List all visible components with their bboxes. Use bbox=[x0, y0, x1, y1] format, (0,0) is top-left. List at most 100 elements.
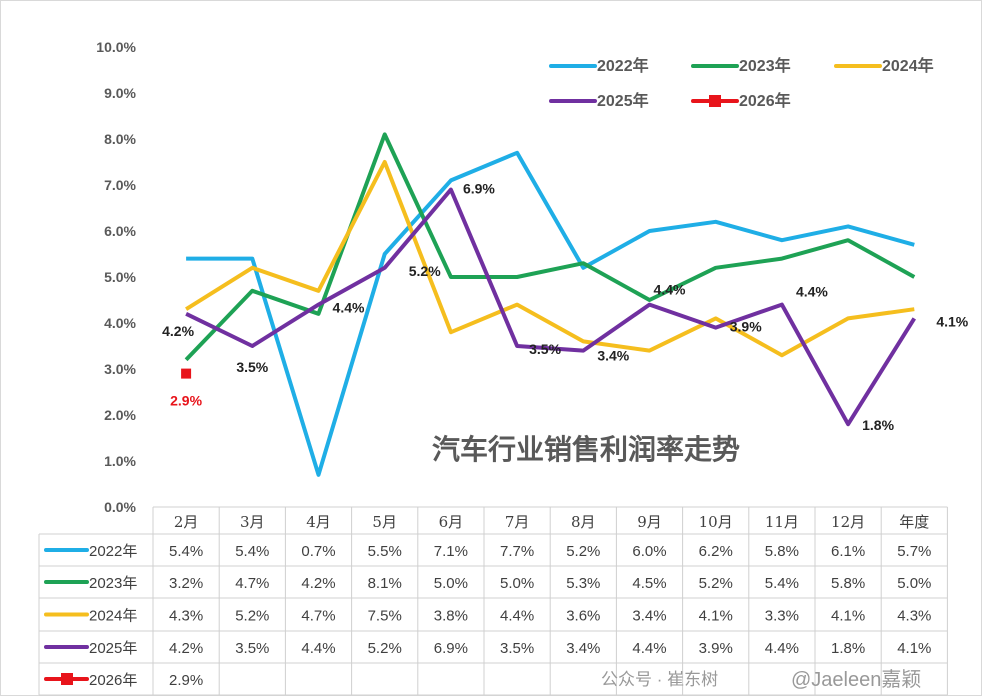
y-tick-label: 2.0% bbox=[104, 407, 136, 423]
legend-label: 2025年 bbox=[597, 91, 649, 110]
data-label: 4.4% bbox=[654, 282, 686, 298]
data-label: 4.1% bbox=[936, 313, 968, 329]
table-cell: 4.7% bbox=[301, 608, 335, 625]
table-header-cell: 8月 bbox=[571, 513, 596, 531]
table-cell: 5.2% bbox=[235, 608, 269, 625]
watermark-text: 公众号 · 崔东树 bbox=[601, 670, 718, 689]
data-label: 3.5% bbox=[529, 341, 561, 357]
data-label: 4.4% bbox=[796, 284, 828, 300]
table-cell: 2.9% bbox=[169, 672, 203, 689]
legend-label: 2023年 bbox=[739, 56, 791, 75]
table-cell: 5.8% bbox=[831, 575, 865, 592]
table-cell: 5.3% bbox=[566, 575, 600, 592]
table-header-cell: 10月 bbox=[699, 513, 733, 531]
y-tick-label: 3.0% bbox=[104, 361, 136, 377]
table-cell: 3.2% bbox=[169, 575, 203, 592]
table-header-cell: 12月 bbox=[831, 513, 865, 531]
data-label: 3.4% bbox=[597, 348, 629, 364]
table-cell: 5.0% bbox=[434, 575, 468, 592]
table-cell: 3.6% bbox=[566, 608, 600, 625]
table-cell: 4.3% bbox=[169, 608, 203, 625]
table-cell: 4.4% bbox=[301, 640, 335, 657]
series-line-2024年 bbox=[185, 160, 915, 358]
series-line-2022年 bbox=[186, 150, 915, 477]
table-cell: 5.7% bbox=[897, 543, 931, 560]
legend-label: 2024年 bbox=[882, 56, 934, 75]
legend-label: 2022年 bbox=[597, 56, 649, 75]
data-point-marker bbox=[181, 368, 192, 379]
table-cell: 7.5% bbox=[368, 608, 402, 625]
table-cell: 6.9% bbox=[434, 640, 468, 657]
data-label: 3.5% bbox=[236, 359, 268, 375]
data-label: 4.4% bbox=[333, 300, 365, 316]
legend-marker bbox=[709, 95, 721, 107]
series-line-2023年 bbox=[184, 132, 916, 362]
y-tick-label: 5.0% bbox=[104, 269, 136, 285]
table-cell: 6.0% bbox=[632, 543, 666, 560]
table-cell: 4.4% bbox=[765, 640, 799, 657]
table-header-cell: 7月 bbox=[505, 513, 530, 531]
table-cell: 3.9% bbox=[699, 640, 733, 657]
table-row-label: 2022年 bbox=[89, 543, 137, 560]
table-cell: 6.1% bbox=[831, 543, 865, 560]
table-row-label: 2026年 bbox=[89, 672, 137, 689]
table-cell: 5.0% bbox=[500, 575, 534, 592]
table-cell: 4.5% bbox=[632, 575, 666, 592]
table-cell: 4.4% bbox=[500, 608, 534, 625]
table-cell: 5.2% bbox=[699, 575, 733, 592]
table-header-cell: 6月 bbox=[439, 513, 464, 531]
table-cell: 3.8% bbox=[434, 608, 468, 625]
table-cell: 7.1% bbox=[434, 543, 468, 560]
y-tick-label: 7.0% bbox=[104, 177, 136, 193]
y-tick-label: 0.0% bbox=[104, 499, 136, 515]
y-tick-label: 9.0% bbox=[104, 85, 136, 101]
legend-label: 2026年 bbox=[739, 91, 791, 110]
table-cell: 4.3% bbox=[897, 608, 931, 625]
table-header-cell: 5月 bbox=[372, 513, 397, 531]
table-cell: 3.5% bbox=[235, 640, 269, 657]
series-line-2025年 bbox=[185, 187, 916, 427]
y-tick-label: 1.0% bbox=[104, 453, 136, 469]
data-label: 5.2% bbox=[409, 263, 441, 279]
table-cell: 6.2% bbox=[699, 543, 733, 560]
table-header-cell: 2月 bbox=[174, 513, 199, 531]
data-label: 6.9% bbox=[463, 181, 495, 197]
table-cell: 3.3% bbox=[765, 608, 799, 625]
table-cell: 5.2% bbox=[368, 640, 402, 657]
table-cell: 4.2% bbox=[169, 640, 203, 657]
watermark-text: @Jaeleen嘉颖 bbox=[791, 668, 921, 691]
table-cell: 7.7% bbox=[500, 543, 534, 560]
table-cell: 5.4% bbox=[169, 543, 203, 560]
table-cell: 5.5% bbox=[368, 543, 402, 560]
table-header-cell: 3月 bbox=[240, 513, 265, 531]
table-cell: 4.1% bbox=[699, 608, 733, 625]
table-cell: 3.4% bbox=[632, 608, 666, 625]
y-tick-label: 8.0% bbox=[104, 131, 136, 147]
table-cell: 4.1% bbox=[897, 640, 931, 657]
table-cell: 3.5% bbox=[500, 640, 534, 657]
data-label: 2.9% bbox=[170, 393, 202, 409]
table-cell: 4.7% bbox=[235, 575, 269, 592]
table-cell: 5.2% bbox=[566, 543, 600, 560]
table-header-cell: 4月 bbox=[306, 513, 331, 531]
table-cell: 5.8% bbox=[765, 543, 799, 560]
table-cell: 0.7% bbox=[301, 543, 335, 560]
table-cell: 4.2% bbox=[301, 575, 335, 592]
table-cell: 4.4% bbox=[632, 640, 666, 657]
table-header-cell: 年度 bbox=[899, 513, 929, 531]
table-cell: 8.1% bbox=[368, 575, 402, 592]
data-label: 3.9% bbox=[730, 319, 762, 335]
table-row-label: 2025年 bbox=[89, 640, 137, 657]
y-tick-label: 6.0% bbox=[104, 223, 136, 239]
table-cell: 5.4% bbox=[235, 543, 269, 560]
table-cell: 4.1% bbox=[831, 608, 865, 625]
table-row-label: 2023年 bbox=[89, 575, 137, 592]
table-cell: 5.4% bbox=[765, 575, 799, 592]
y-tick-label: 4.0% bbox=[104, 315, 136, 331]
y-tick-label: 10.0% bbox=[96, 39, 136, 55]
data-label: 1.8% bbox=[862, 417, 894, 433]
chart-title: 汽车行业销售利润率走势 bbox=[432, 433, 740, 466]
table-cell: 5.0% bbox=[897, 575, 931, 592]
